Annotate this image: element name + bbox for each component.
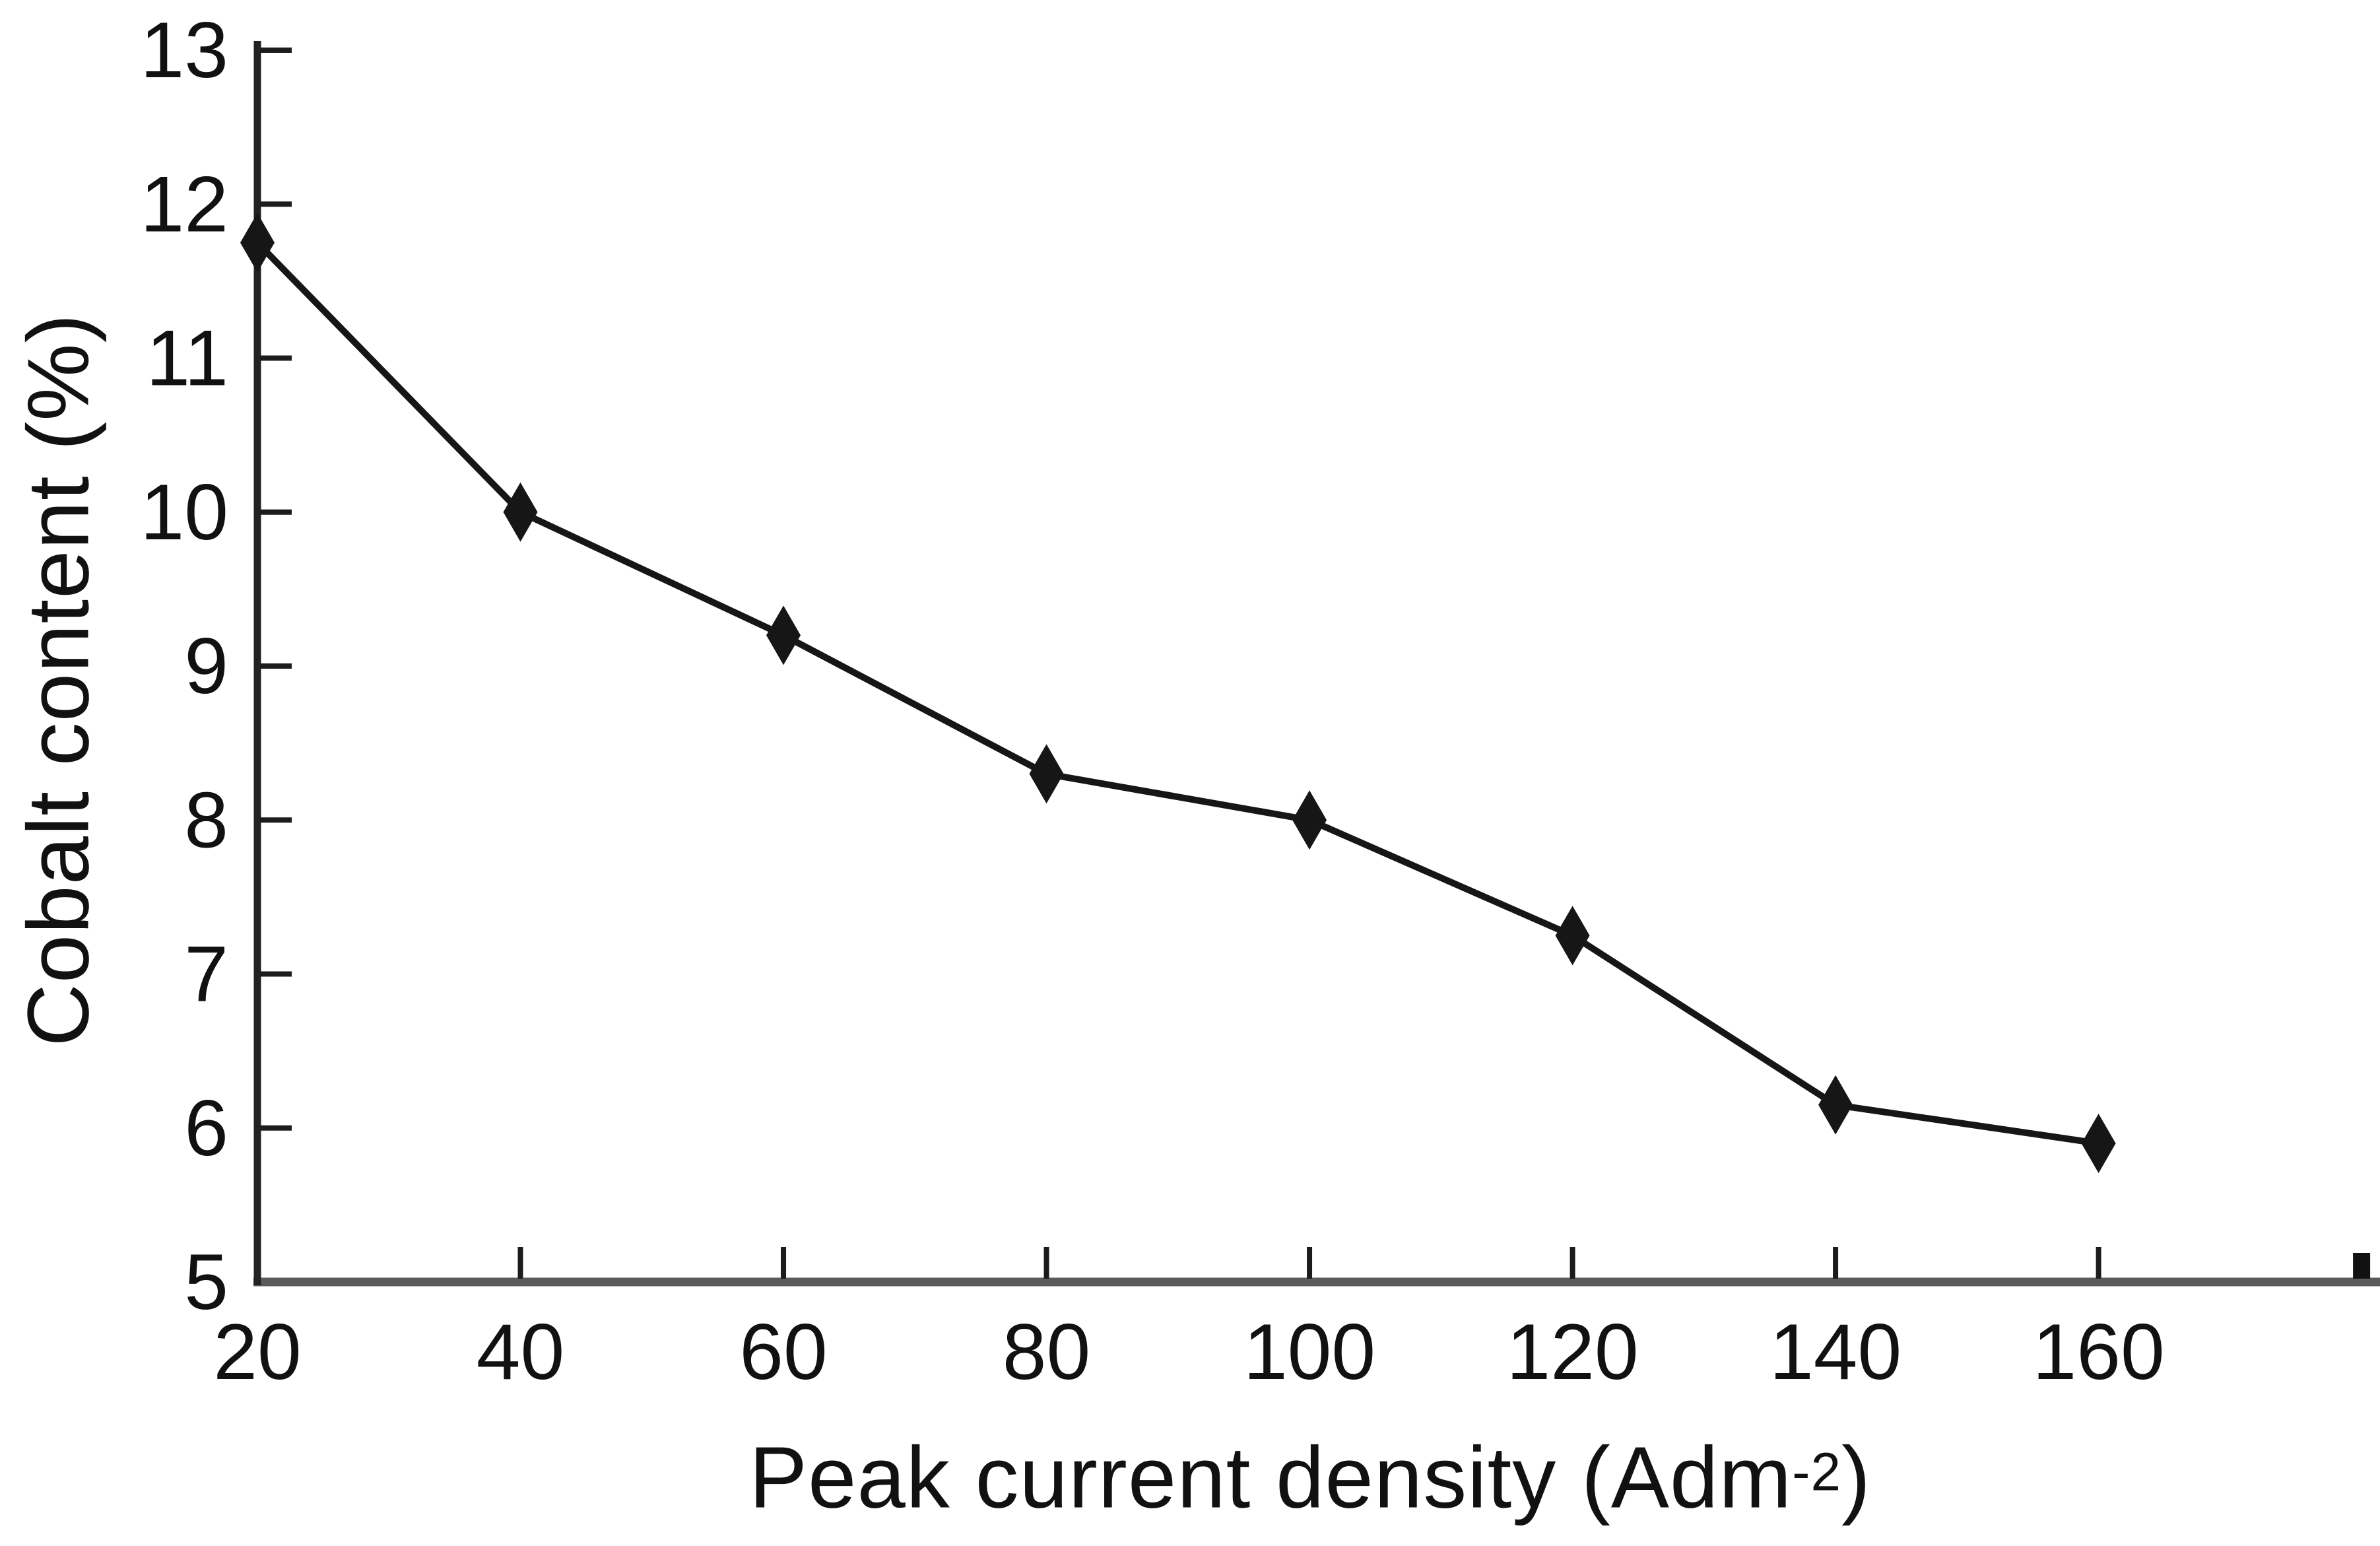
data-point-marker (1292, 790, 1327, 850)
data-point-marker (240, 213, 275, 273)
data-point-marker (1029, 744, 1064, 804)
y-axis-title: Cobalt content (%) (9, 313, 107, 1047)
x-tick-label: 80 (1003, 1308, 1090, 1396)
y-tick-label: 7 (184, 930, 228, 1019)
x-axis-title-text: Peak current density (Adm (748, 1428, 1793, 1526)
data-point-marker (1818, 1075, 1853, 1135)
data-point-marker (503, 482, 538, 542)
x-tick-label: 140 (1769, 1308, 1901, 1396)
y-tick-label: 12 (141, 160, 228, 248)
x-axis-title-superscript: -2 (1792, 1442, 1842, 1502)
x-tick-label: 20 (213, 1308, 301, 1396)
x-axis-title-suffix: ) (1841, 1428, 1872, 1526)
y-tick-label: 9 (184, 622, 228, 710)
data-point-marker (1555, 906, 1590, 966)
x-axis-title: Peak current density (Adm-2) (749, 1428, 1871, 1528)
y-tick-label: 8 (184, 776, 228, 864)
y-tick-label: 5 (184, 1238, 228, 1326)
y-tick-label: 13 (141, 6, 228, 94)
x-tick-label: 160 (2032, 1308, 2164, 1396)
y-tick-label: 11 (146, 314, 228, 403)
y-tick-label: 6 (184, 1084, 228, 1172)
data-point-marker (766, 605, 801, 665)
data-line (255, 240, 2099, 1147)
x-tick-label: 60 (739, 1308, 827, 1396)
y-tick-label: 10 (141, 468, 228, 556)
x-tick-label: 120 (1506, 1308, 1638, 1396)
x-tick-label: 100 (1243, 1308, 1375, 1396)
data-point-marker (2081, 1114, 2116, 1174)
x-tick-label: 40 (477, 1308, 564, 1396)
